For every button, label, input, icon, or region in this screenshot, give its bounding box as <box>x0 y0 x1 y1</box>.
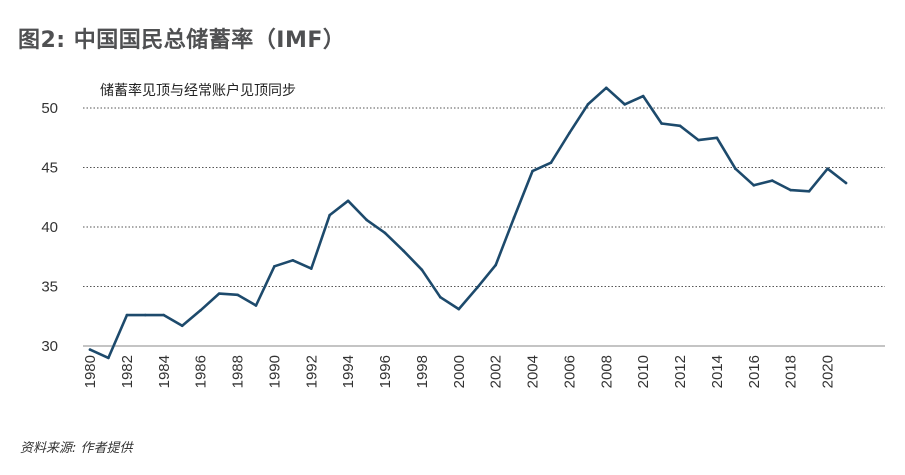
data-points <box>88 86 848 360</box>
data-point-2009 <box>623 103 627 106</box>
data-point-2012 <box>678 124 682 128</box>
y-tick-label: 35 <box>41 279 58 296</box>
data-point-2002 <box>494 263 497 267</box>
data-point-2008 <box>604 86 608 90</box>
x-tick-label: 2008 <box>598 355 615 388</box>
data-point-1993 <box>328 213 332 217</box>
data-point-2021 <box>844 181 848 185</box>
x-tick-label: 2002 <box>488 355 505 388</box>
data-point-1988 <box>236 293 239 297</box>
x-tick-label: 2012 <box>672 355 689 388</box>
data-point-1997 <box>402 249 405 253</box>
data-point-2015 <box>734 167 737 170</box>
y-tick-label: 40 <box>41 219 58 236</box>
chart-title: 图2: 中国国民总储蓄率（IMF） <box>18 28 346 53</box>
data-point-2011 <box>660 122 663 125</box>
data-point-2016 <box>752 184 756 187</box>
data-point-2001 <box>475 286 479 289</box>
data-point-2017 <box>770 179 774 182</box>
data-point-2019 <box>807 190 811 193</box>
x-tick-label: 2000 <box>451 355 468 388</box>
data-point-1995 <box>365 218 368 222</box>
data-point-1991 <box>291 259 295 262</box>
x-tick-label: 2004 <box>525 355 542 388</box>
x-tick-label: 1992 <box>303 355 320 388</box>
y-tick-labels: 30 35 40 45 50 <box>41 100 58 355</box>
x-tick-label: 2016 <box>746 355 763 388</box>
x-tick-label: 2018 <box>783 355 800 388</box>
data-point-1980 <box>88 348 92 351</box>
data-point-1986 <box>199 309 202 312</box>
data-point-2013 <box>697 138 700 142</box>
x-tick-label: 1980 <box>82 355 99 388</box>
data-point-2006 <box>568 131 571 135</box>
data-point-2000 <box>457 307 461 311</box>
data-point-2014 <box>715 136 719 140</box>
data-point-2004 <box>531 169 534 173</box>
source-note: 资料来源: 作者提供 <box>20 441 133 456</box>
data-point-1996 <box>383 231 387 235</box>
data-point-1989 <box>254 304 258 307</box>
data-point-2018 <box>789 188 792 192</box>
x-tick-label: 1998 <box>414 355 431 388</box>
x-tick-label: 2006 <box>561 355 578 388</box>
series-line <box>88 86 848 360</box>
data-point-1985 <box>180 324 184 328</box>
x-tick-label: 1984 <box>156 355 173 388</box>
x-tick-label: 2010 <box>635 355 652 388</box>
data-point-1987 <box>217 292 221 295</box>
x-tick-label: 1990 <box>266 355 283 388</box>
data-point-1994 <box>346 199 350 203</box>
x-tick-labels: 1980 1982 1984 1986 1988 1990 1992 1994 1996 1998… <box>82 355 837 388</box>
data-point-1998 <box>420 268 424 272</box>
x-tick-label: 1996 <box>377 355 394 388</box>
data-point-2020 <box>826 167 829 170</box>
data-point-1983 <box>144 313 147 317</box>
chart-annotation: 储蓄率见顶与经常账户见顶同步 <box>100 82 296 99</box>
y-tick-label: 30 <box>41 338 58 355</box>
x-tick-label: 1994 <box>340 355 357 388</box>
grid-lines <box>83 107 885 287</box>
x-tick-label: 1982 <box>119 355 136 388</box>
data-point-1981 <box>107 356 110 360</box>
x-tick-label: 1988 <box>230 355 247 388</box>
data-point-1990 <box>273 264 276 268</box>
data-point-1984 <box>162 313 166 317</box>
data-point-2003 <box>512 216 516 219</box>
data-point-1999 <box>439 295 442 299</box>
y-tick-label: 50 <box>41 100 58 117</box>
data-point-2010 <box>641 94 645 98</box>
x-tick-label: 2020 <box>820 355 837 388</box>
data-point-2007 <box>586 103 590 106</box>
data-point-1992 <box>309 267 313 270</box>
x-tick-label: 2014 <box>709 355 726 388</box>
data-point-2005 <box>549 161 553 165</box>
x-tick-label: 1986 <box>193 355 210 388</box>
data-point-1982 <box>125 313 129 317</box>
y-tick-label: 45 <box>41 160 58 177</box>
